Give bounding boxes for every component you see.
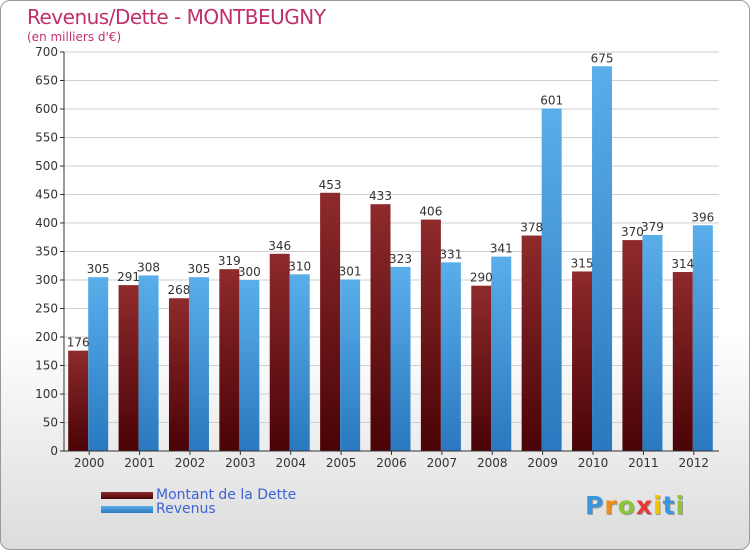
x-tick-label: 2012 [679, 456, 710, 470]
bar-revenus [491, 256, 512, 451]
logo-letter: r [604, 491, 618, 520]
y-tick-label: 300 [35, 273, 58, 287]
data-label-revenus: 323 [389, 252, 412, 266]
data-label-revenus: 301 [339, 264, 362, 278]
y-tick-label: 450 [35, 188, 58, 202]
bar-dette [521, 235, 542, 451]
chart-title: Revenus/Dette - MONTBEUGNY [27, 5, 326, 29]
data-label-revenus: 396 [691, 210, 714, 224]
data-label-dette: 176 [67, 336, 90, 350]
data-label-revenus: 310 [288, 259, 311, 273]
y-tick-label: 350 [35, 245, 58, 259]
bar-revenus [642, 234, 663, 451]
data-label-dette: 406 [419, 205, 442, 219]
y-tick-label: 500 [35, 159, 58, 173]
y-tick-label: 700 [35, 45, 58, 59]
x-tick-label: 2010 [578, 456, 609, 470]
data-label-dette: 346 [268, 239, 291, 253]
bar-revenus [340, 279, 361, 451]
legend-label-revenus: Revenus [156, 501, 216, 517]
data-label-dette: 268 [168, 283, 191, 297]
y-tick-label: 0 [50, 444, 58, 458]
x-tick-label: 2002 [175, 456, 206, 470]
logo-letter: P [585, 491, 605, 520]
logo-letter: o [617, 491, 636, 520]
bar-revenus [692, 225, 713, 451]
data-label-revenus: 341 [490, 242, 513, 256]
data-label-dette: 378 [520, 221, 543, 235]
data-label-revenus: 379 [641, 220, 664, 234]
x-tick-label: 2001 [124, 456, 155, 470]
x-tick-label: 2006 [376, 456, 407, 470]
logo-letter: x [635, 491, 653, 520]
bar-revenus [188, 277, 209, 451]
data-label-revenus: 308 [137, 260, 160, 274]
data-label-revenus: 331 [439, 247, 462, 261]
proxiti-logo: Proxiti [585, 491, 685, 520]
bar-revenus [592, 66, 613, 451]
bar-dette [471, 285, 492, 451]
bar-dette [672, 272, 693, 451]
data-label-revenus: 601 [540, 93, 563, 107]
y-tick-label: 600 [35, 102, 58, 116]
bar-dette [320, 192, 341, 452]
y-tick-label: 50 [43, 416, 58, 430]
bar-revenus [440, 262, 461, 451]
y-tick-label: 400 [35, 216, 58, 230]
y-tick-label: 550 [35, 131, 58, 145]
logo-letter: t [662, 491, 676, 520]
bar-dette [219, 269, 240, 451]
x-tick-label: 2009 [527, 456, 558, 470]
bar-dette [68, 350, 89, 451]
bar-dette [572, 271, 593, 451]
data-label-dette: 319 [218, 254, 241, 268]
logo-letter: i [653, 491, 663, 520]
bar-dette [420, 219, 441, 451]
bar-revenus [289, 274, 310, 451]
legend-swatch-dette [101, 492, 153, 499]
bar-dette [168, 298, 189, 451]
x-tick-label: 2004 [275, 456, 306, 470]
data-label-dette: 453 [319, 178, 342, 192]
legend-swatch-revenus [101, 506, 153, 513]
x-tick-label: 2005 [326, 456, 357, 470]
chart-subtitle: (en milliers d'€) [27, 30, 122, 44]
data-label-revenus: 300 [238, 265, 261, 279]
logo-letter: i [675, 491, 686, 520]
data-label-dette: 433 [369, 189, 392, 203]
x-tick-label: 2007 [427, 456, 458, 470]
bar-dette [622, 240, 643, 451]
bar-revenus [390, 266, 411, 451]
x-tick-label: 2003 [225, 456, 256, 470]
bar-dette [370, 204, 391, 451]
data-label-dette: 290 [470, 271, 493, 285]
bar-revenus [239, 280, 260, 451]
data-label-dette: 314 [671, 257, 694, 271]
data-label-revenus: 305 [87, 262, 110, 276]
bar-revenus [138, 275, 159, 451]
y-tick-label: 150 [35, 359, 58, 373]
bar-revenus [88, 277, 109, 451]
y-tick-label: 100 [35, 387, 58, 401]
data-label-revenus: 675 [591, 51, 614, 65]
x-tick-label: 2011 [628, 456, 659, 470]
y-tick-label: 650 [35, 74, 58, 88]
x-tick-label: 2000 [74, 456, 105, 470]
data-label-dette: 315 [571, 256, 594, 270]
bar-revenus [541, 108, 562, 452]
data-label-dette: 291 [117, 270, 140, 284]
y-tick-label: 200 [35, 330, 58, 344]
legend-label-dette: Montant de la Dette [156, 487, 297, 503]
data-label-revenus: 305 [188, 262, 211, 276]
x-tick-label: 2008 [477, 456, 508, 470]
bar-dette [269, 253, 290, 451]
y-tick-label: 250 [35, 302, 58, 316]
bar-dette [118, 285, 139, 451]
data-label-dette: 370 [621, 225, 644, 239]
